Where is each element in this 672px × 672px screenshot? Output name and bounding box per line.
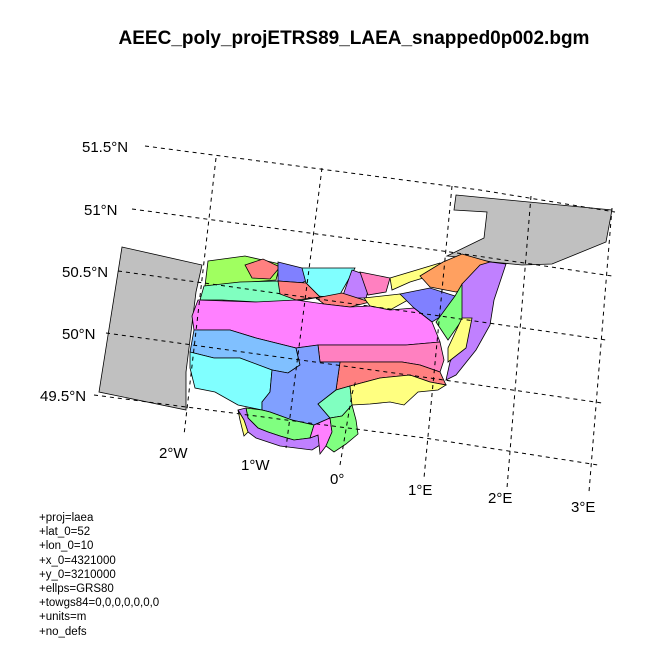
lon-label-1w: 1°W [241,457,270,474]
region-yellow-s [349,374,448,406]
proj-param-line: +lat_0=52 [39,526,91,539]
lat-labels: 51.5°N 51°N 50.5°N 50°N 49.5°N [40,139,128,405]
graticule-lat-49-5 [93,394,599,466]
region-green-s [325,404,359,453]
proj-param-line: +proj=laea [39,512,94,524]
proj-param-line: +x_0=4321000 [39,554,116,567]
proj-param-line: +units=m [39,611,87,624]
region-pink-n [359,271,391,296]
lat-label-50: 50°N [62,326,96,343]
graticule-lon-1w [285,167,323,449]
lat-label-51-5: 51.5°N [82,139,128,156]
region-salmon-c [277,280,321,301]
graticule-lon-3e [588,207,613,493]
land-group [98,194,613,411]
region-salmon-mid [315,292,372,308]
graticule-lon-2w [183,157,217,436]
graticule-lon-1e [423,185,453,479]
lon-label-3e: 3°E [571,499,595,516]
graticule-lat-50 [105,332,603,404]
region-yellow-se [447,317,473,363]
graticule-lat-51-5 [144,145,616,213]
map-title: AEEC_poly_projETRS89_LAEA_snapped0p002.b… [118,28,590,49]
graticule-lon-2e [506,195,532,489]
sea-polygons [189,253,507,456]
proj-param-line: +ellps=GRS80 [39,583,114,596]
region-salmon-nw [244,258,281,280]
proj-param-line: +no_defs [39,625,87,638]
land-england [445,194,613,266]
proj-param-line: +y_0=3210000 [39,568,116,581]
proj-param-line: +towgs84=0,0,0,0,0,0,0 [39,597,160,610]
lon-label-2e: 2°E [488,490,512,507]
region-yellow-mid [363,293,409,311]
lon-labels: 2°W 1°W 0° 1°E 2°E 3°E [159,445,595,516]
land-france-west [98,246,203,411]
lon-label-2w: 2°W [159,445,188,462]
graticule [93,145,616,493]
lon-label-1e: 1°E [408,482,432,499]
lon-label-0: 0° [330,471,344,488]
lat-label-49-5: 49.5°N [40,388,86,405]
proj-param-line: +lon_0=10 [39,540,94,553]
projection-parameters: +proj=laea +lat_0=52 +lon_0=10 +x_0=4321… [39,511,159,639]
lat-label-51: 51°N [84,202,118,219]
region-yellow-sw-tip [237,409,249,437]
graticule-lon-0 [339,379,357,466]
graticule-lat-51 [131,208,613,277]
lat-label-50-5: 50.5°N [62,264,108,281]
